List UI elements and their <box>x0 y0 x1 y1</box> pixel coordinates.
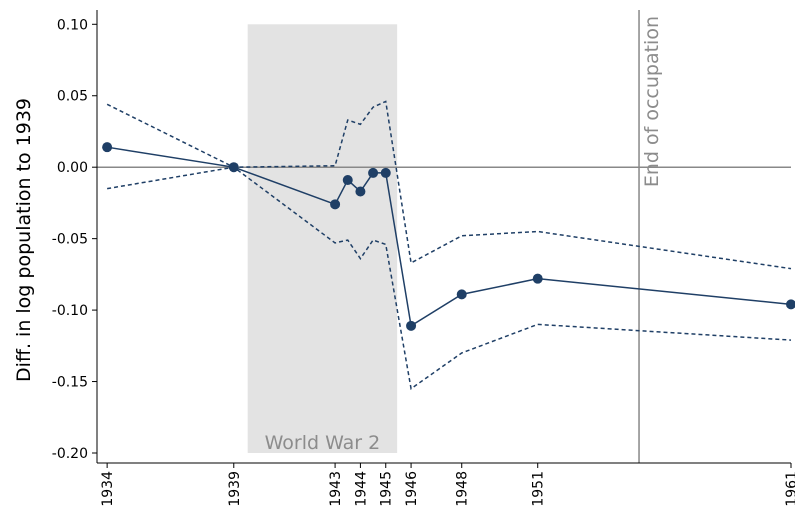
y-tick-label: -0.20 <box>52 446 88 462</box>
point <box>406 320 417 331</box>
x-tick-label: 1943 <box>328 471 344 507</box>
y-tick-label: 0.00 <box>57 160 88 176</box>
y-axis-label: Diff. in log population to 1939 <box>13 98 35 382</box>
shaded-region <box>247 24 398 453</box>
x-tick-label: 1948 <box>455 471 471 507</box>
ci-line <box>107 166 792 390</box>
vline-label: End of occupation <box>641 16 663 187</box>
x-tick-label: 1934 <box>100 471 116 507</box>
x-tick-label: 1944 <box>353 471 369 507</box>
point <box>228 162 239 173</box>
x-tick-label: 1961 <box>784 471 795 507</box>
point <box>355 186 366 197</box>
ci-line <box>106 100 792 270</box>
point <box>330 199 341 210</box>
shaded-label: World War 2 <box>265 432 381 454</box>
point <box>380 167 391 178</box>
x-tick-label: 1945 <box>379 471 395 507</box>
line <box>107 146 792 328</box>
point <box>532 273 543 284</box>
point <box>342 175 353 186</box>
x-tick-label: 1939 <box>227 471 243 507</box>
y-tick-label: -0.15 <box>52 375 88 391</box>
x-tick-label: 1951 <box>531 471 547 507</box>
y-tick-label: 0.10 <box>57 17 88 33</box>
y-tick-label: 0.05 <box>57 89 88 105</box>
x-tick-label: 1946 <box>404 471 420 507</box>
point <box>456 289 467 300</box>
point <box>368 167 379 178</box>
point <box>786 299 795 310</box>
y-tick-label: -0.10 <box>52 303 88 319</box>
y-tick-label: -0.05 <box>52 232 88 248</box>
point <box>102 142 113 153</box>
